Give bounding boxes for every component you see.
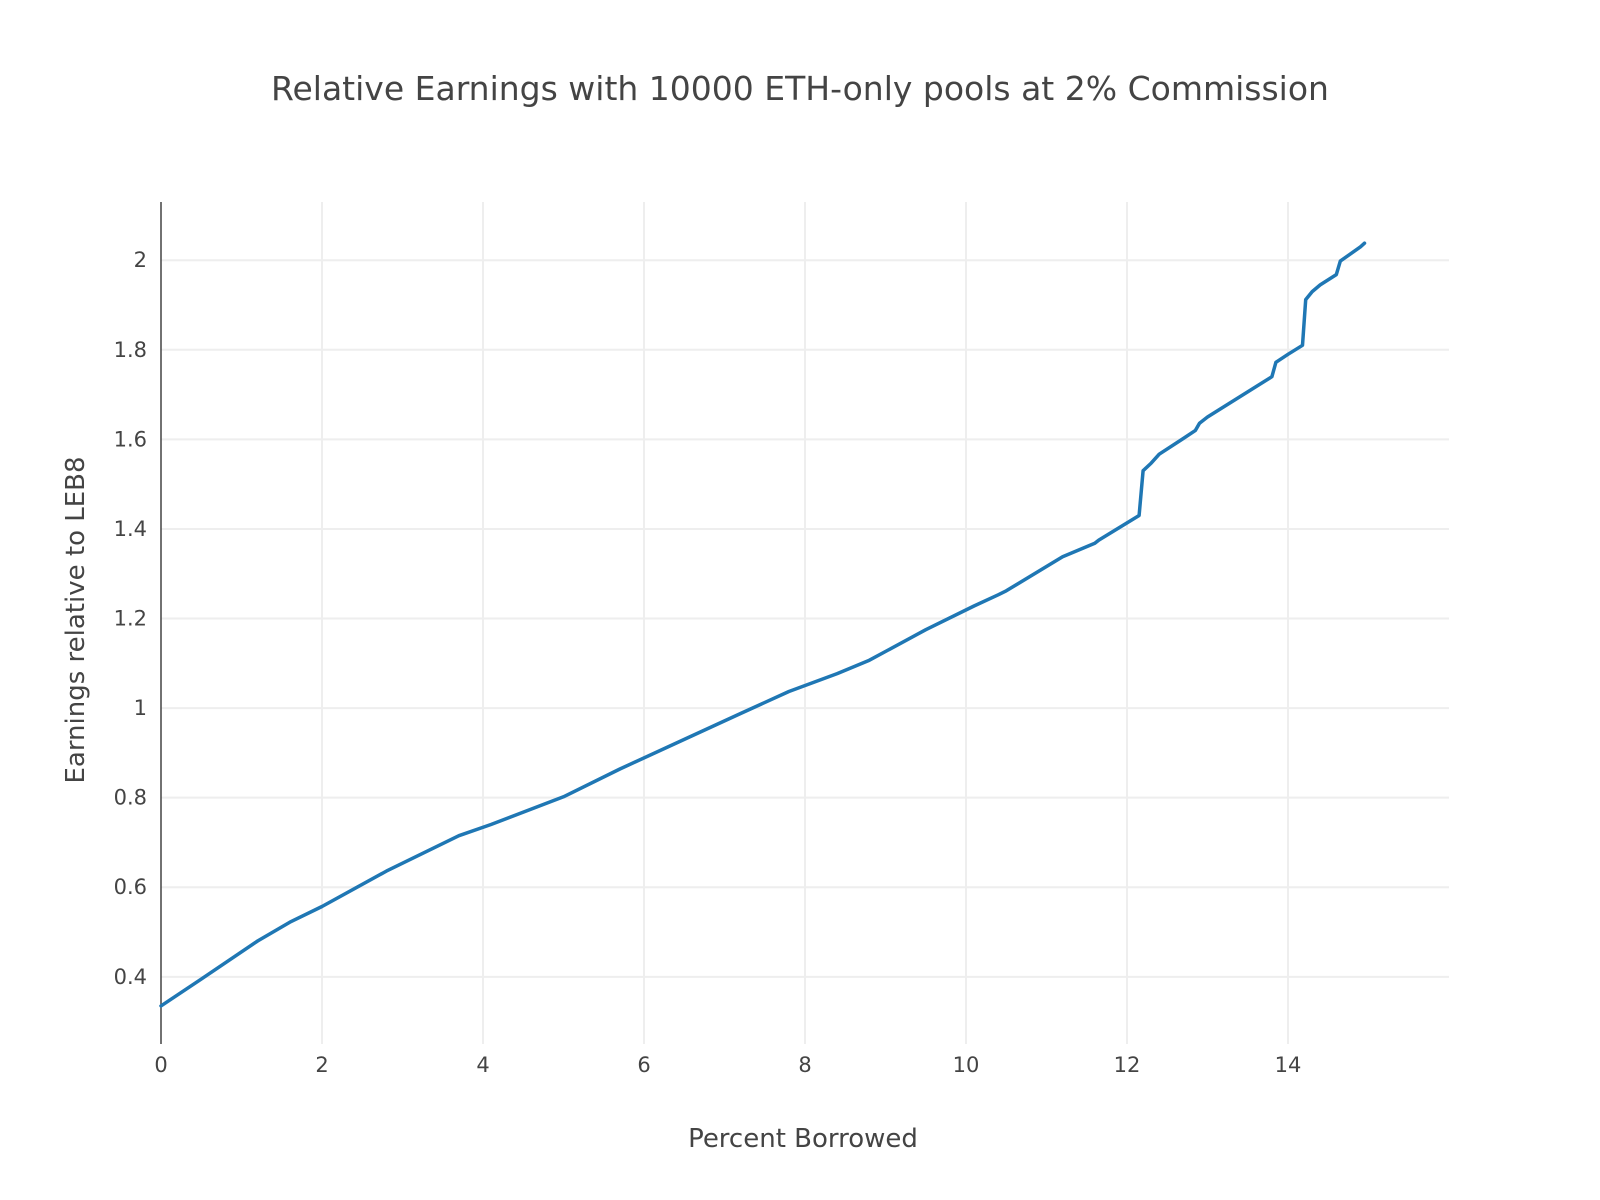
x-tick-labels: 0 2 4 6 8 10 12 14 (154, 1053, 1301, 1077)
x-tick-label: 10 (953, 1053, 980, 1077)
y-tick-label: 1.6 (114, 427, 147, 451)
series (159, 241, 1367, 1008)
y-tick-label: 0.4 (114, 965, 147, 989)
chart-title: Relative Earnings with 10000 ETH-only po… (271, 69, 1329, 108)
y-tick-label: 1 (134, 696, 147, 720)
x-tick-label: 6 (637, 1053, 650, 1077)
series-line (159, 241, 1367, 1008)
y-tick-label: 0.8 (114, 786, 147, 810)
gridlines (161, 202, 1449, 1044)
y-tick-label: 2 (134, 248, 147, 272)
y-tick-labels: 0.4 0.6 0.8 1 1.2 1.4 1.6 1.8 2 (114, 248, 147, 989)
x-tick-label: 0 (154, 1053, 167, 1077)
x-tick-label: 12 (1114, 1053, 1141, 1077)
x-tick-label: 4 (476, 1053, 489, 1077)
y-tick-label: 0.6 (114, 875, 147, 899)
x-tick-label: 2 (315, 1053, 328, 1077)
y-tick-label: 1.4 (114, 517, 147, 541)
x-tick-label: 8 (798, 1053, 811, 1077)
x-tick-label: 14 (1275, 1053, 1302, 1077)
x-axis-title: Percent Borrowed (688, 1124, 918, 1154)
y-tick-label: 1.8 (114, 338, 147, 362)
y-axis-title: Earnings relative to LEB8 (61, 456, 91, 783)
y-tick-label: 1.2 (114, 607, 147, 631)
